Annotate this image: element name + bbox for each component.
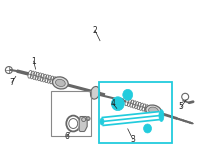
Text: 4: 4 [110,99,115,108]
Ellipse shape [90,86,100,99]
Polygon shape [79,117,87,131]
Ellipse shape [159,110,164,122]
Text: 3: 3 [130,135,135,143]
Ellipse shape [144,124,152,133]
Bar [99,82,172,143]
Ellipse shape [55,79,65,86]
Ellipse shape [53,77,68,89]
Ellipse shape [111,97,124,111]
Ellipse shape [146,105,161,116]
Text: 2: 2 [93,26,97,35]
Ellipse shape [86,117,90,121]
Ellipse shape [149,107,158,114]
Text: 6: 6 [65,132,70,141]
Text: 1: 1 [31,57,36,66]
Bar [51,91,91,136]
Text: 5: 5 [179,102,184,111]
Ellipse shape [100,118,104,125]
Ellipse shape [123,89,133,100]
Text: 7: 7 [9,78,14,87]
